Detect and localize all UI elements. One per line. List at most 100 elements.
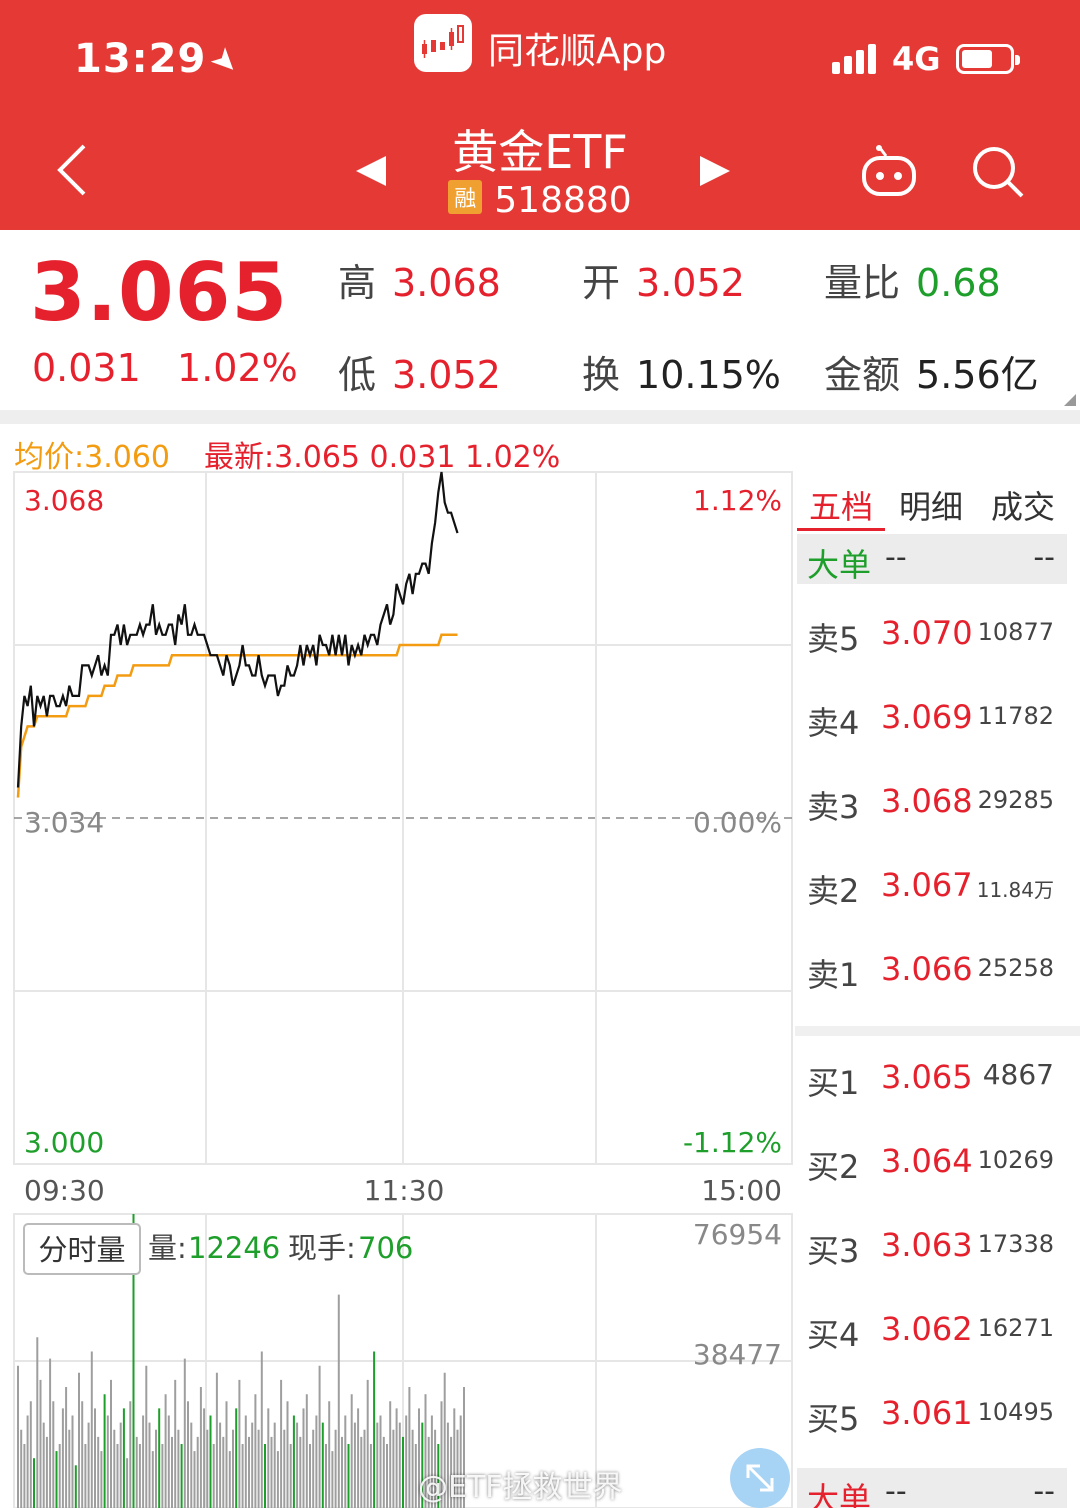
- intraday-chart[interactable]: 3.068 3.034 3.000 1.12% 0.00% -1.12% 09:…: [0, 468, 795, 1508]
- volume-bars: [17, 1214, 465, 1508]
- volume-value: 12246: [188, 1231, 280, 1265]
- pct-top-label: 1.12%: [693, 484, 782, 517]
- high-value: 3.068: [392, 261, 501, 305]
- tab-trades[interactable]: 成交: [991, 488, 1056, 526]
- high-label: 高: [338, 261, 377, 305]
- buy-3-volume: 17338: [977, 1230, 1054, 1258]
- buy-1-label: 买1: [807, 1064, 860, 1102]
- x-label-noon: 11:30: [364, 1174, 445, 1207]
- sell-row-4[interactable]: 卖4 3.069 11782: [795, 692, 1080, 752]
- battery-icon: [956, 44, 1020, 74]
- sell-5-label: 卖5: [807, 620, 860, 658]
- sell-row-1[interactable]: 卖1 3.066 25258: [795, 944, 1080, 1004]
- turnover-value: 10.15%: [636, 353, 781, 397]
- buy-row-4[interactable]: 买4 3.062 16271: [795, 1304, 1080, 1364]
- tab-five-levels[interactable]: 五档: [809, 488, 874, 526]
- big-order-label-bottom: 大单: [807, 1480, 872, 1508]
- big-order-row-top: 大单 -- --: [797, 534, 1067, 584]
- change-percent: 1.02%: [177, 346, 298, 390]
- top-header: 13:29➤ 同花顺App 4G 黄金ETF 融 518880: [0, 0, 1080, 230]
- latest-price-text: 最新:3.065 0.031 1.02%: [204, 440, 561, 475]
- hand-label: 现手:: [288, 1231, 356, 1265]
- avg-price-line-group: [16, 633, 458, 798]
- buy-row-1[interactable]: 买1 3.065 4867: [795, 1052, 1080, 1112]
- amount-label: 金额: [824, 353, 901, 397]
- amount-value: 5.56亿: [916, 353, 1039, 397]
- order-book-tabs: 五档 明细 成交: [795, 468, 1080, 532]
- buy-4-price: 3.062: [881, 1310, 973, 1348]
- sell-4-volume: 11782: [977, 702, 1054, 730]
- amount-field: 金额 5.56亿: [824, 344, 1039, 399]
- buy-2-price: 3.064: [881, 1142, 973, 1180]
- high-field: 高 3.068: [338, 252, 501, 307]
- pct-bottom-label: -1.12%: [683, 1126, 782, 1159]
- volume-ratio-value: 0.68: [916, 261, 1001, 305]
- robot-icon[interactable]: [858, 144, 920, 198]
- volume-type-label[interactable]: 分时量: [38, 1233, 125, 1267]
- network-type: 4G: [892, 40, 941, 78]
- prev-stock-icon[interactable]: [354, 154, 388, 188]
- volume-ratio-label: 量比: [824, 261, 901, 305]
- turnover-field: 换 10.15%: [582, 344, 781, 399]
- location-arrow-icon: ➤: [202, 37, 250, 85]
- avg-price-line: [16, 633, 458, 798]
- sell-2-volume: 11.84万: [976, 878, 1054, 902]
- low-label: 低: [338, 353, 377, 397]
- sell-row-2[interactable]: 卖2 3.067 11.84万: [795, 860, 1080, 920]
- watermark: @ETF拯救世界: [418, 1470, 623, 1505]
- x-label-open: 09:30: [24, 1174, 105, 1207]
- margin-badge: 融: [448, 180, 483, 214]
- sell-row-3[interactable]: 卖3 3.068 29285: [795, 776, 1080, 836]
- stock-code: 518880: [494, 180, 632, 221]
- volume-label: 量:: [148, 1231, 187, 1265]
- sell-1-volume: 25258: [977, 954, 1054, 982]
- buy-2-volume: 10269: [977, 1146, 1054, 1174]
- y-top-label: 3.068: [24, 484, 104, 517]
- x-label-close: 15:00: [701, 1174, 782, 1207]
- open-value: 3.052: [636, 261, 745, 305]
- sell-3-price: 3.068: [881, 782, 973, 820]
- buy-1-price: 3.065: [881, 1058, 973, 1096]
- back-icon[interactable]: [48, 140, 98, 200]
- next-stock-icon[interactable]: [698, 154, 732, 188]
- sell-row-5[interactable]: 卖5 3.070 10877: [795, 608, 1080, 668]
- low-field: 低 3.052: [338, 344, 501, 399]
- turnover-label: 换: [582, 353, 621, 397]
- current-price: 3.065: [30, 246, 289, 339]
- sell-3-volume: 29285: [977, 786, 1054, 814]
- sell-1-label: 卖1: [807, 956, 860, 994]
- status-time-text: 13:29: [74, 36, 207, 82]
- fullscreen-button[interactable]: [730, 1448, 790, 1508]
- search-icon[interactable]: [970, 144, 1026, 200]
- big-order-value-1-bottom: --: [885, 1474, 907, 1508]
- sell-5-price: 3.070: [881, 614, 973, 652]
- buy-1-volume: 4867: [982, 1058, 1054, 1091]
- buy-row-2[interactable]: 买2 3.064 10269: [795, 1136, 1080, 1196]
- buy-5-price: 3.061: [881, 1394, 973, 1432]
- big-order-row-bottom: 大单 -- --: [797, 1468, 1067, 1508]
- buy-4-volume: 16271: [977, 1314, 1054, 1342]
- open-label: 开: [582, 261, 621, 305]
- buy-row-3[interactable]: 买3 3.063 17338: [795, 1220, 1080, 1280]
- buy-4-label: 买4: [807, 1316, 860, 1354]
- expand-corner-icon[interactable]: [1064, 394, 1076, 406]
- hand-value: 706: [358, 1231, 413, 1265]
- sell-3-label: 卖3: [807, 788, 860, 826]
- quote-panel: 3.065 0.031 1.02% 高 3.068 低 3.052 开 3.052 换…: [0, 230, 1080, 410]
- order-book: 五档 明细 成交 大单 -- -- 卖5 3.070 10877 卖4 3.069 11…: [795, 468, 1080, 1508]
- signal-icon: [832, 44, 882, 74]
- buy-2-label: 买2: [807, 1148, 860, 1186]
- status-time: 13:29➤: [74, 36, 250, 84]
- big-order-value-2: --: [1033, 540, 1055, 575]
- tab-detail[interactable]: 明细: [899, 488, 964, 526]
- pct-mid-label: 0.00%: [693, 806, 782, 839]
- change-value: 0.031: [32, 346, 141, 390]
- section-separator: [0, 410, 1080, 424]
- buy-row-5[interactable]: 买5 3.061 10495: [795, 1388, 1080, 1448]
- volume-type-button[interactable]: 分时量: [23, 1223, 141, 1275]
- sell-1-price: 3.066: [881, 950, 973, 988]
- buy-3-label: 买3: [807, 1232, 860, 1270]
- app-name: 同花顺App: [488, 31, 667, 72]
- intraday-chart-svg[interactable]: 3.068 3.034 3.000 1.12% 0.00% -1.12% 09:…: [0, 468, 795, 1508]
- sell-4-label: 卖4: [807, 704, 860, 742]
